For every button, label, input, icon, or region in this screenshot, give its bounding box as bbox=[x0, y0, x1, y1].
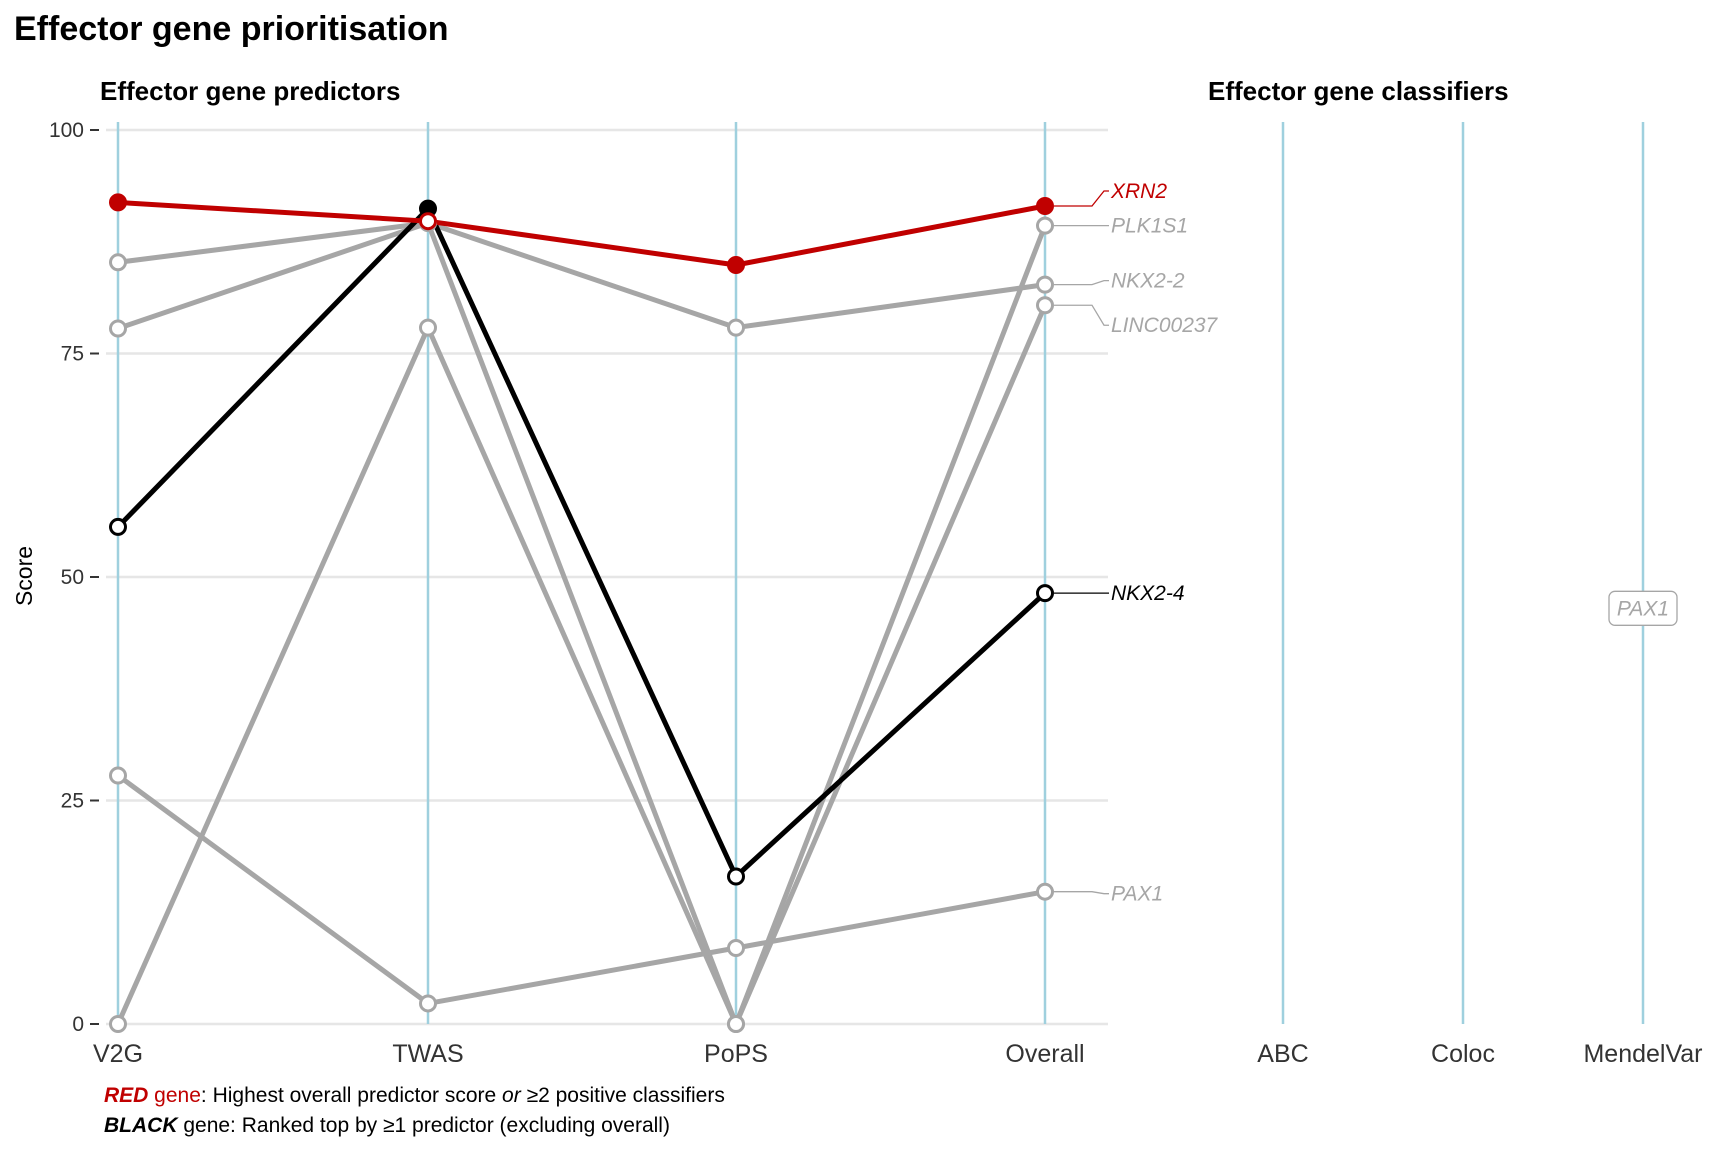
label-connector-LINC00237 bbox=[1054, 304, 1109, 326]
data-point-PLK1S1 bbox=[109, 253, 127, 272]
data-point-NKX2-2 bbox=[727, 318, 745, 337]
series-line-PAX1 bbox=[115, 772, 1048, 1006]
data-point-LINC00237 bbox=[109, 1015, 127, 1033]
data-point-XRN2 bbox=[419, 212, 437, 231]
caption-red-gene-word: gene bbox=[148, 1084, 201, 1107]
label-connector-PAX1 bbox=[1054, 891, 1109, 895]
data-point-XRN2 bbox=[109, 193, 127, 212]
y-axis-ticks: 0 25 50 75 100 bbox=[49, 119, 99, 1036]
y-tick-label: 75 bbox=[61, 343, 84, 366]
caption-black: BLACK gene: Ranked top by ≥1 predictor (… bbox=[104, 1114, 670, 1138]
x-tick-label: PoPS bbox=[704, 1040, 768, 1068]
category-axis-lines bbox=[116, 122, 1645, 1024]
data-point-PLK1S1 bbox=[1036, 216, 1054, 235]
data-point-PAX1 bbox=[109, 766, 127, 785]
gene-label-NKX2-4: NKX2-4 bbox=[1111, 582, 1185, 605]
predictors-subtitle: Effector gene predictors bbox=[100, 76, 401, 106]
x-axis-ticks: V2G TWAS PoPS Overall ABC Coloc MendelVar bbox=[93, 1040, 1703, 1068]
data-point-LINC00237 bbox=[419, 318, 437, 337]
figure-title: Effector gene prioritisation bbox=[14, 10, 449, 48]
y-tick-label: 100 bbox=[49, 119, 84, 142]
data-point-PAX1 bbox=[727, 939, 745, 958]
series-line-PLK1S1 bbox=[115, 220, 1048, 1027]
data-point-NKX2-2 bbox=[1036, 275, 1054, 294]
classifier-label-box bbox=[1608, 590, 1678, 626]
caption-red-keyword: RED bbox=[104, 1084, 149, 1107]
data-point-XRN2 bbox=[1036, 196, 1054, 215]
data-point-LINC00237 bbox=[1036, 296, 1054, 315]
caption-red: RED gene: Highest overall predictor scor… bbox=[104, 1084, 725, 1108]
data-point-NKX2-4 bbox=[727, 867, 745, 886]
caption-red-text1: : Highest overall predictor score bbox=[200, 1084, 503, 1107]
grid-lines bbox=[106, 128, 1108, 1026]
x-tick-label: MendelVar bbox=[1583, 1040, 1702, 1068]
y-axis-label: Score bbox=[11, 546, 37, 606]
data-point-NKX2-4 bbox=[109, 517, 127, 536]
caption-red-text2: ≥2 positive classifiers bbox=[520, 1084, 725, 1107]
classifier-label-PAX1: PAX1 bbox=[1617, 597, 1669, 620]
series-lines bbox=[115, 199, 1048, 1027]
series-line-XRN2 bbox=[115, 199, 1048, 268]
label-connector-NKX2-2 bbox=[1054, 280, 1109, 286]
x-tick-label: Overall bbox=[1005, 1040, 1084, 1068]
data-point-XRN2 bbox=[727, 255, 745, 274]
caption-red-or: or bbox=[502, 1084, 521, 1107]
x-tick-label: ABC bbox=[1257, 1040, 1308, 1068]
series-line-LINC00237 bbox=[115, 302, 1048, 1027]
x-tick-label: TWAS bbox=[392, 1040, 463, 1068]
gene-label-LINC00237: LINC00237 bbox=[1111, 314, 1219, 337]
classifiers-subtitle: Effector gene classifiers bbox=[1208, 76, 1509, 106]
y-tick-label: 25 bbox=[61, 790, 84, 813]
series-line-NKX2-2 bbox=[115, 220, 1048, 331]
data-point-PAX1 bbox=[1036, 882, 1054, 901]
data-point-NKX2-2 bbox=[109, 319, 127, 338]
y-tick-label: 50 bbox=[61, 566, 84, 589]
data-point-NKX2-4 bbox=[1036, 584, 1054, 603]
gene-label-PAX1: PAX1 bbox=[1111, 883, 1163, 906]
data-point-LINC00237 bbox=[727, 1015, 745, 1033]
caption-black-text: gene: Ranked top by ≥1 predictor (exclud… bbox=[177, 1114, 670, 1137]
data-point-PAX1 bbox=[419, 994, 437, 1013]
classifier-annotations: PAX1 bbox=[1608, 590, 1678, 626]
x-tick-label: Coloc bbox=[1431, 1040, 1495, 1068]
x-tick-label: V2G bbox=[93, 1040, 143, 1068]
gene-label-PLK1S1: PLK1S1 bbox=[1111, 215, 1188, 238]
label-connector-XRN2 bbox=[1054, 190, 1109, 207]
series-points bbox=[109, 193, 1054, 1033]
gene-labels: PLK1S1 NKX2-2 LINC00237 PAX1 NKX2-4 XRN2 bbox=[1054, 180, 1219, 906]
series-line-NKX2-4 bbox=[115, 206, 1048, 879]
y-tick-label: 0 bbox=[72, 1013, 84, 1036]
gene-label-NKX2-2: NKX2-2 bbox=[1111, 270, 1185, 293]
caption-black-keyword: BLACK bbox=[104, 1114, 178, 1137]
gene-label-XRN2: XRN2 bbox=[1110, 180, 1167, 203]
